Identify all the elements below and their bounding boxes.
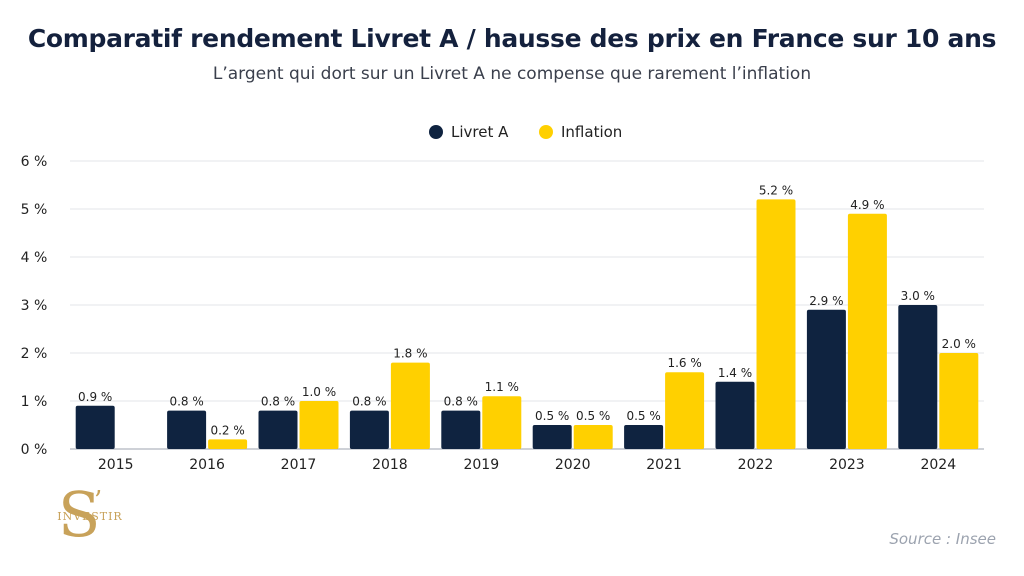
chart-subtitle: L’argent qui dort sur un Livret A ne com… bbox=[212, 64, 812, 84]
bar-inflation bbox=[573, 425, 613, 449]
x-tick-label: 2021 bbox=[646, 457, 682, 473]
data-label: 0.5 % bbox=[626, 409, 660, 423]
y-tick-label: 3 % bbox=[21, 298, 48, 314]
bar-inflation bbox=[208, 439, 248, 449]
x-tick-label: 2022 bbox=[738, 457, 774, 473]
data-label: 3.0 % bbox=[901, 289, 935, 303]
logo-apostrophe: ’ bbox=[94, 486, 103, 516]
y-tick-label: 1 % bbox=[21, 394, 48, 410]
y-tick-label: 6 % bbox=[21, 154, 48, 170]
bar-livret-a bbox=[441, 410, 481, 449]
chart-title: Comparatif rendement Livret A / hausse d… bbox=[27, 24, 997, 53]
x-tick-label: 2020 bbox=[555, 457, 591, 473]
data-label: 0.5 % bbox=[576, 409, 610, 423]
y-tick-label: 0 % bbox=[21, 442, 48, 458]
data-label: 2.9 % bbox=[809, 294, 843, 308]
bar-livret-a bbox=[898, 305, 938, 449]
x-tick-label: 2016 bbox=[189, 457, 225, 473]
data-label: 0.8 % bbox=[169, 395, 203, 409]
data-label: 1.8 % bbox=[393, 347, 427, 361]
y-tick-label: 2 % bbox=[21, 346, 48, 362]
logo-letter: S bbox=[58, 478, 101, 551]
bar-livret-a bbox=[806, 309, 846, 449]
data-label: 0.8 % bbox=[444, 395, 478, 409]
x-tick-label: 2019 bbox=[463, 457, 499, 473]
legend-label: Inflation bbox=[561, 123, 622, 141]
data-label: 1.0 % bbox=[302, 385, 336, 399]
legend-label: Livret A bbox=[451, 123, 509, 141]
bar-livret-a bbox=[167, 410, 207, 449]
bar-inflation bbox=[482, 396, 522, 449]
data-label: 0.8 % bbox=[352, 395, 386, 409]
data-label: 1.6 % bbox=[667, 356, 701, 370]
data-label: 1.1 % bbox=[485, 380, 519, 394]
bar-livret-a bbox=[349, 410, 389, 449]
bar-livret-a bbox=[624, 425, 664, 449]
y-tick-label: 5 % bbox=[21, 202, 48, 218]
bar-inflation bbox=[756, 199, 796, 449]
bar-livret-a bbox=[75, 405, 115, 449]
data-label: 4.9 % bbox=[850, 198, 884, 212]
bar-inflation bbox=[299, 401, 339, 449]
x-tick-label: 2015 bbox=[98, 457, 134, 473]
data-label: 0.5 % bbox=[535, 409, 569, 423]
legend-swatch bbox=[429, 125, 443, 139]
data-label: 2.0 % bbox=[942, 337, 976, 351]
data-label: 0.8 % bbox=[261, 395, 295, 409]
bar-livret-a bbox=[258, 410, 298, 449]
bar-inflation bbox=[390, 362, 430, 449]
data-label: 5.2 % bbox=[759, 183, 793, 197]
x-tick-label: 2018 bbox=[372, 457, 408, 473]
source-note: Source : Insee bbox=[889, 530, 996, 548]
bar-inflation bbox=[939, 353, 979, 449]
logo: S ’ INVESTIR bbox=[50, 478, 130, 554]
bar-livret-a bbox=[532, 425, 572, 449]
logo-text: INVESTIR bbox=[57, 510, 123, 523]
x-tick-label: 2017 bbox=[281, 457, 317, 473]
y-tick-label: 4 % bbox=[21, 250, 48, 266]
x-tick-label: 2024 bbox=[920, 457, 956, 473]
bar-inflation bbox=[665, 372, 705, 449]
legend-swatch bbox=[539, 125, 553, 139]
bar-livret-a bbox=[715, 381, 755, 449]
x-tick-label: 2023 bbox=[829, 457, 865, 473]
data-label: 1.4 % bbox=[718, 366, 752, 380]
bar-inflation bbox=[847, 213, 887, 449]
data-label: 0.9 % bbox=[78, 390, 112, 404]
data-label: 0.2 % bbox=[210, 423, 244, 437]
